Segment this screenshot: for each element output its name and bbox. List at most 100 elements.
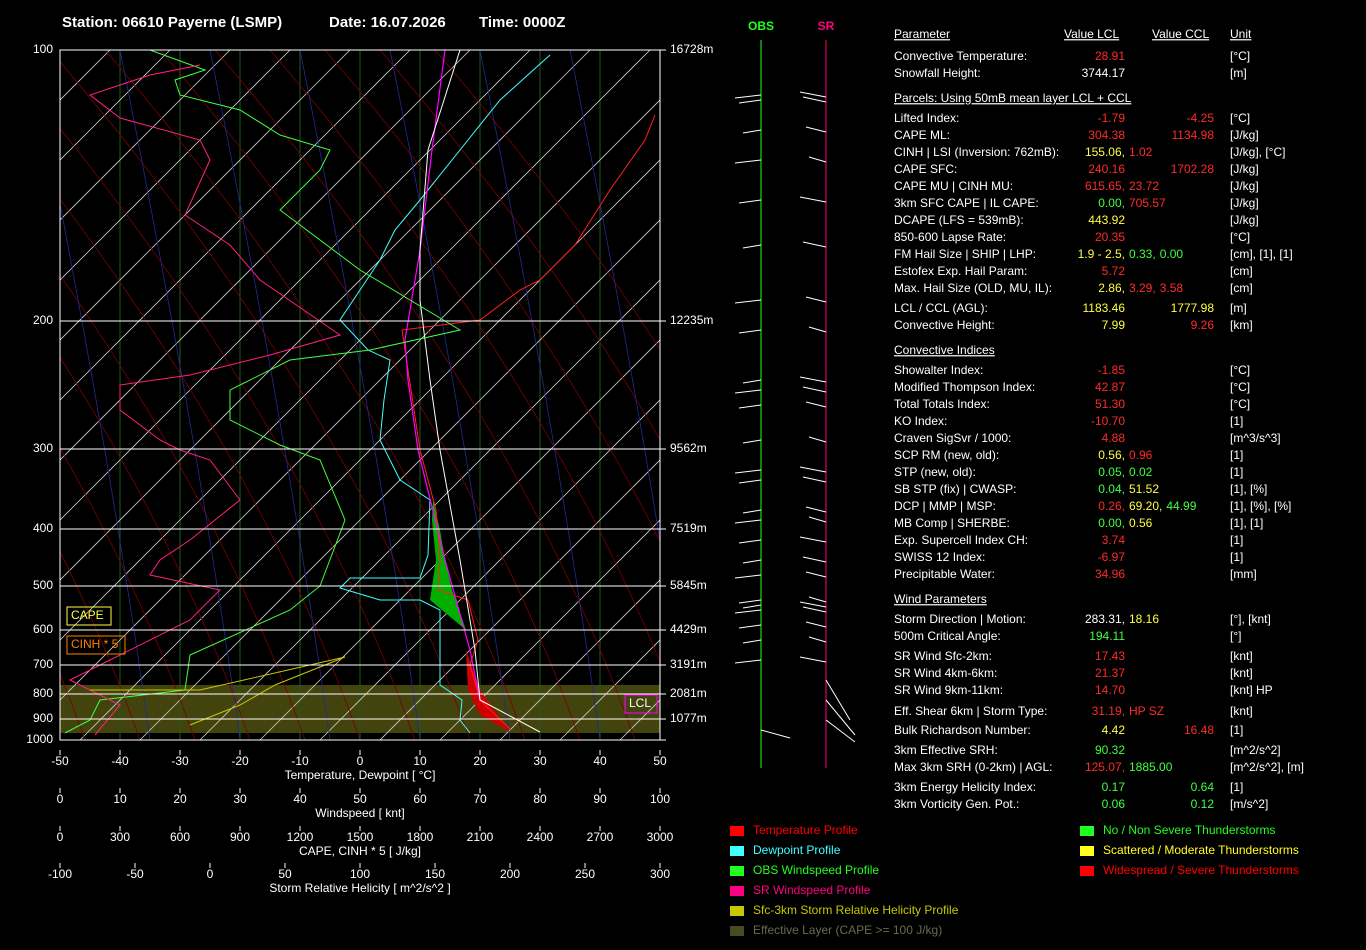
unit: [knt] [1230, 666, 1253, 680]
x-tick-label: 2700 [587, 830, 614, 844]
value-lcl: 0.04, [1098, 482, 1125, 496]
sr-barb [802, 96, 827, 103]
value-extra: 51.52 [1129, 482, 1159, 496]
dry-adiabat [60, 447, 196, 740]
value-lcl: 51.30 [1095, 397, 1125, 411]
lcl-label: LCL [629, 696, 651, 710]
x-tick-label: 40 [293, 792, 307, 806]
legend-label: SR Windspeed Profile [753, 883, 871, 897]
value-lcl: 155.06, [1085, 145, 1125, 159]
dry-adiabat [324, 50, 660, 543]
param-label: STP (new, old): [894, 465, 976, 479]
param-label: Storm Direction | Motion: [894, 612, 1026, 626]
legend-label: Effective Layer (CAPE >= 100 J/kg) [753, 923, 942, 937]
skewed-isotherm [259, 339, 660, 740]
param-label: Max. Hail Size (OLD, MU, IL): [894, 281, 1052, 295]
x-tick-label: 900 [230, 830, 250, 844]
section-title: Parcels: Using 50mB mean layer LCL + CCL [894, 91, 1132, 105]
moist-adiabat [119, 50, 241, 740]
unit: [°C] [1230, 380, 1250, 394]
sr-barb [799, 656, 827, 663]
value-lcl: 443.92 [1088, 213, 1125, 227]
sr-barb [805, 126, 827, 133]
moist-adiabat [60, 201, 151, 740]
time: Time: 0000Z [479, 14, 565, 31]
unit: [J/kg] [1230, 162, 1259, 176]
x-tick-label: 3000 [647, 830, 674, 844]
param-label: MB Comp | SHERBE: [894, 516, 1010, 530]
value-lcl: 1183.46 [1083, 301, 1126, 315]
value-extra: 69.20, [1129, 499, 1162, 513]
param-label: Snowfall Height: [894, 66, 981, 80]
height-label: 16728m [670, 42, 713, 56]
param-label: 850-600 Lapse Rate: [894, 230, 1006, 244]
value-lcl: 240.16 [1088, 162, 1125, 176]
value-lcl: 125.07, [1085, 760, 1125, 774]
param-label: SCP RM (new, old): [894, 448, 999, 462]
value-ccl: 9.26 [1191, 318, 1215, 332]
value-lcl: 90.32 [1095, 743, 1125, 757]
value-extra: HP SZ [1129, 704, 1164, 718]
unit: [1], [1] [1230, 516, 1263, 530]
skewed-isotherm [379, 459, 660, 740]
sr-barb [805, 621, 827, 628]
height-label: 1077m [670, 711, 707, 725]
legend-label: OBS Windspeed Profile [753, 863, 879, 877]
sr-barb [799, 376, 827, 383]
obs-barb [738, 99, 762, 104]
value-lcl: 304.38 [1088, 128, 1125, 142]
sr-label: SR [818, 19, 835, 33]
param-label: Bulk Richardson Number: [894, 723, 1031, 737]
skewed-isotherm [79, 159, 660, 740]
unit: [1], [%] [1230, 482, 1267, 496]
param-label: SR Wind 9km-11km: [894, 683, 1003, 697]
barb [760, 729, 791, 739]
legend-label: Scattered / Moderate Thunderstorms [1103, 843, 1299, 857]
param-label: Max 3km SRH (0-2km) | AGL: [894, 760, 1052, 774]
unit: [°C] [1230, 230, 1250, 244]
height-label: 2081m [670, 686, 707, 700]
unit: [J/kg] [1230, 128, 1259, 142]
param-label: SB STP (fix) | CWASP: [894, 482, 1016, 496]
x-tick-label: 2400 [527, 830, 554, 844]
value-lcl: 7.99 [1102, 318, 1126, 332]
unit: [1] [1230, 448, 1243, 462]
srh-profile [90, 656, 346, 726]
sr-barb [799, 466, 827, 473]
table-header: Value CCL [1152, 27, 1209, 41]
unit: [1] [1230, 465, 1243, 479]
legend-label: No / Non Severe Thunderstorms [1103, 823, 1276, 837]
value-ccl: 1702.28 [1171, 162, 1215, 176]
x-tick-label: 150 [425, 867, 445, 881]
value-lcl: 14.70 [1095, 683, 1125, 697]
value-ccl: 16.48 [1184, 723, 1214, 737]
obs-barb [734, 469, 762, 474]
x-tick-label: 100 [650, 792, 670, 806]
dry-adiabat [60, 61, 471, 740]
value-ccl: 1134.98 [1172, 128, 1215, 142]
value-lcl: 2.86, [1098, 281, 1125, 295]
sr-barb [808, 436, 827, 443]
x-tick-label: 200 [500, 867, 520, 881]
param-label: Total Totals Index: [894, 397, 990, 411]
obs-barb [742, 129, 762, 134]
unit: [m] [1230, 301, 1247, 315]
obs-barb [734, 519, 762, 524]
obs-barb [738, 199, 762, 204]
unit: [m/s^2] [1230, 797, 1268, 811]
height-label: 9562m [670, 441, 707, 455]
x-tick-label: 90 [593, 792, 607, 806]
unit: [1] [1230, 780, 1243, 794]
value-extra: 18.16 [1129, 612, 1159, 626]
pressure-label: 800 [33, 686, 53, 700]
dry-adiabat [434, 50, 660, 351]
x-tick-label: 0 [207, 867, 214, 881]
x-tick-label: 0 [357, 754, 364, 768]
unit: [°C] [1230, 49, 1250, 63]
sr-barb [802, 386, 827, 393]
x-tick-label: -20 [231, 754, 249, 768]
x-tick-label: 20 [173, 792, 187, 806]
obs-barb [734, 609, 762, 614]
param-label: 3km Vorticity Gen. Pot.: [894, 797, 1019, 811]
obs-wind-profile [64, 50, 462, 734]
